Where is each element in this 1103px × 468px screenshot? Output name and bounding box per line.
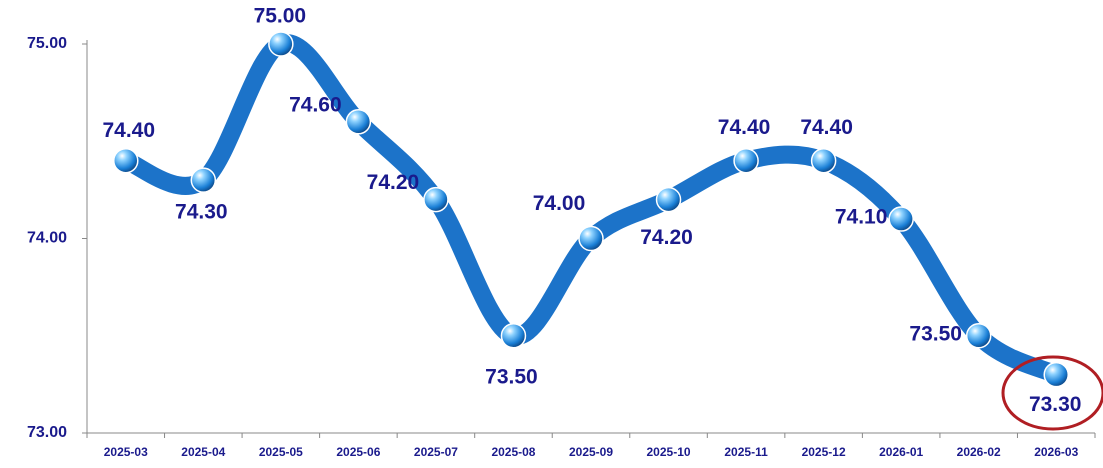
marker — [423, 186, 449, 213]
marker — [345, 109, 372, 135]
value-label: 73.30 — [1029, 393, 1082, 416]
x-tick-label: 2025-03 — [104, 445, 148, 459]
x-tick-label: 2025-11 — [724, 445, 768, 459]
x-tick-label: 2025-09 — [569, 445, 613, 459]
value-label: 73.50 — [909, 322, 962, 345]
value-label: 74.20 — [367, 171, 420, 194]
y-tick-label: 74.00 — [27, 230, 67, 247]
marker — [268, 31, 294, 57]
marker — [190, 167, 217, 193]
marker — [810, 147, 837, 174]
highlight-ellipse — [1001, 355, 1103, 431]
marker — [733, 147, 759, 174]
x-tick-label: 2025-06 — [336, 445, 380, 459]
marker — [655, 186, 682, 213]
value-label: 74.40 — [800, 116, 853, 139]
value-label: 74.20 — [640, 226, 693, 249]
marker — [578, 225, 604, 252]
value-label: 74.10 — [835, 206, 888, 229]
x-tick-label: 2026-03 — [1034, 445, 1078, 459]
value-label: 75.00 — [254, 5, 307, 28]
x-tick-label: 2025-12 — [802, 445, 846, 459]
value-label: 73.50 — [485, 365, 538, 388]
value-label: 74.40 — [102, 119, 155, 142]
y-tick-label: 73.00 — [27, 424, 67, 441]
x-tick-label: 2025-08 — [491, 445, 535, 459]
x-tick-label: 2025-05 — [259, 445, 303, 459]
marker — [1043, 361, 1069, 388]
value-label: 74.00 — [533, 192, 586, 215]
x-tick-label: 2025-10 — [647, 445, 691, 459]
x-tick-label: 2026-02 — [957, 445, 1001, 459]
value-label: 74.60 — [289, 93, 342, 116]
y-tick-label: 75.00 — [27, 35, 67, 52]
marker — [888, 206, 914, 232]
x-tick-label: 2026-01 — [879, 445, 923, 459]
marker — [113, 147, 139, 174]
value-label: 74.40 — [718, 116, 771, 139]
marker — [965, 323, 992, 349]
x-tick-label: 2025-04 — [181, 445, 225, 459]
x-tick-label: 2025-07 — [414, 445, 458, 459]
value-label: 74.30 — [175, 201, 228, 224]
marker — [500, 323, 527, 349]
